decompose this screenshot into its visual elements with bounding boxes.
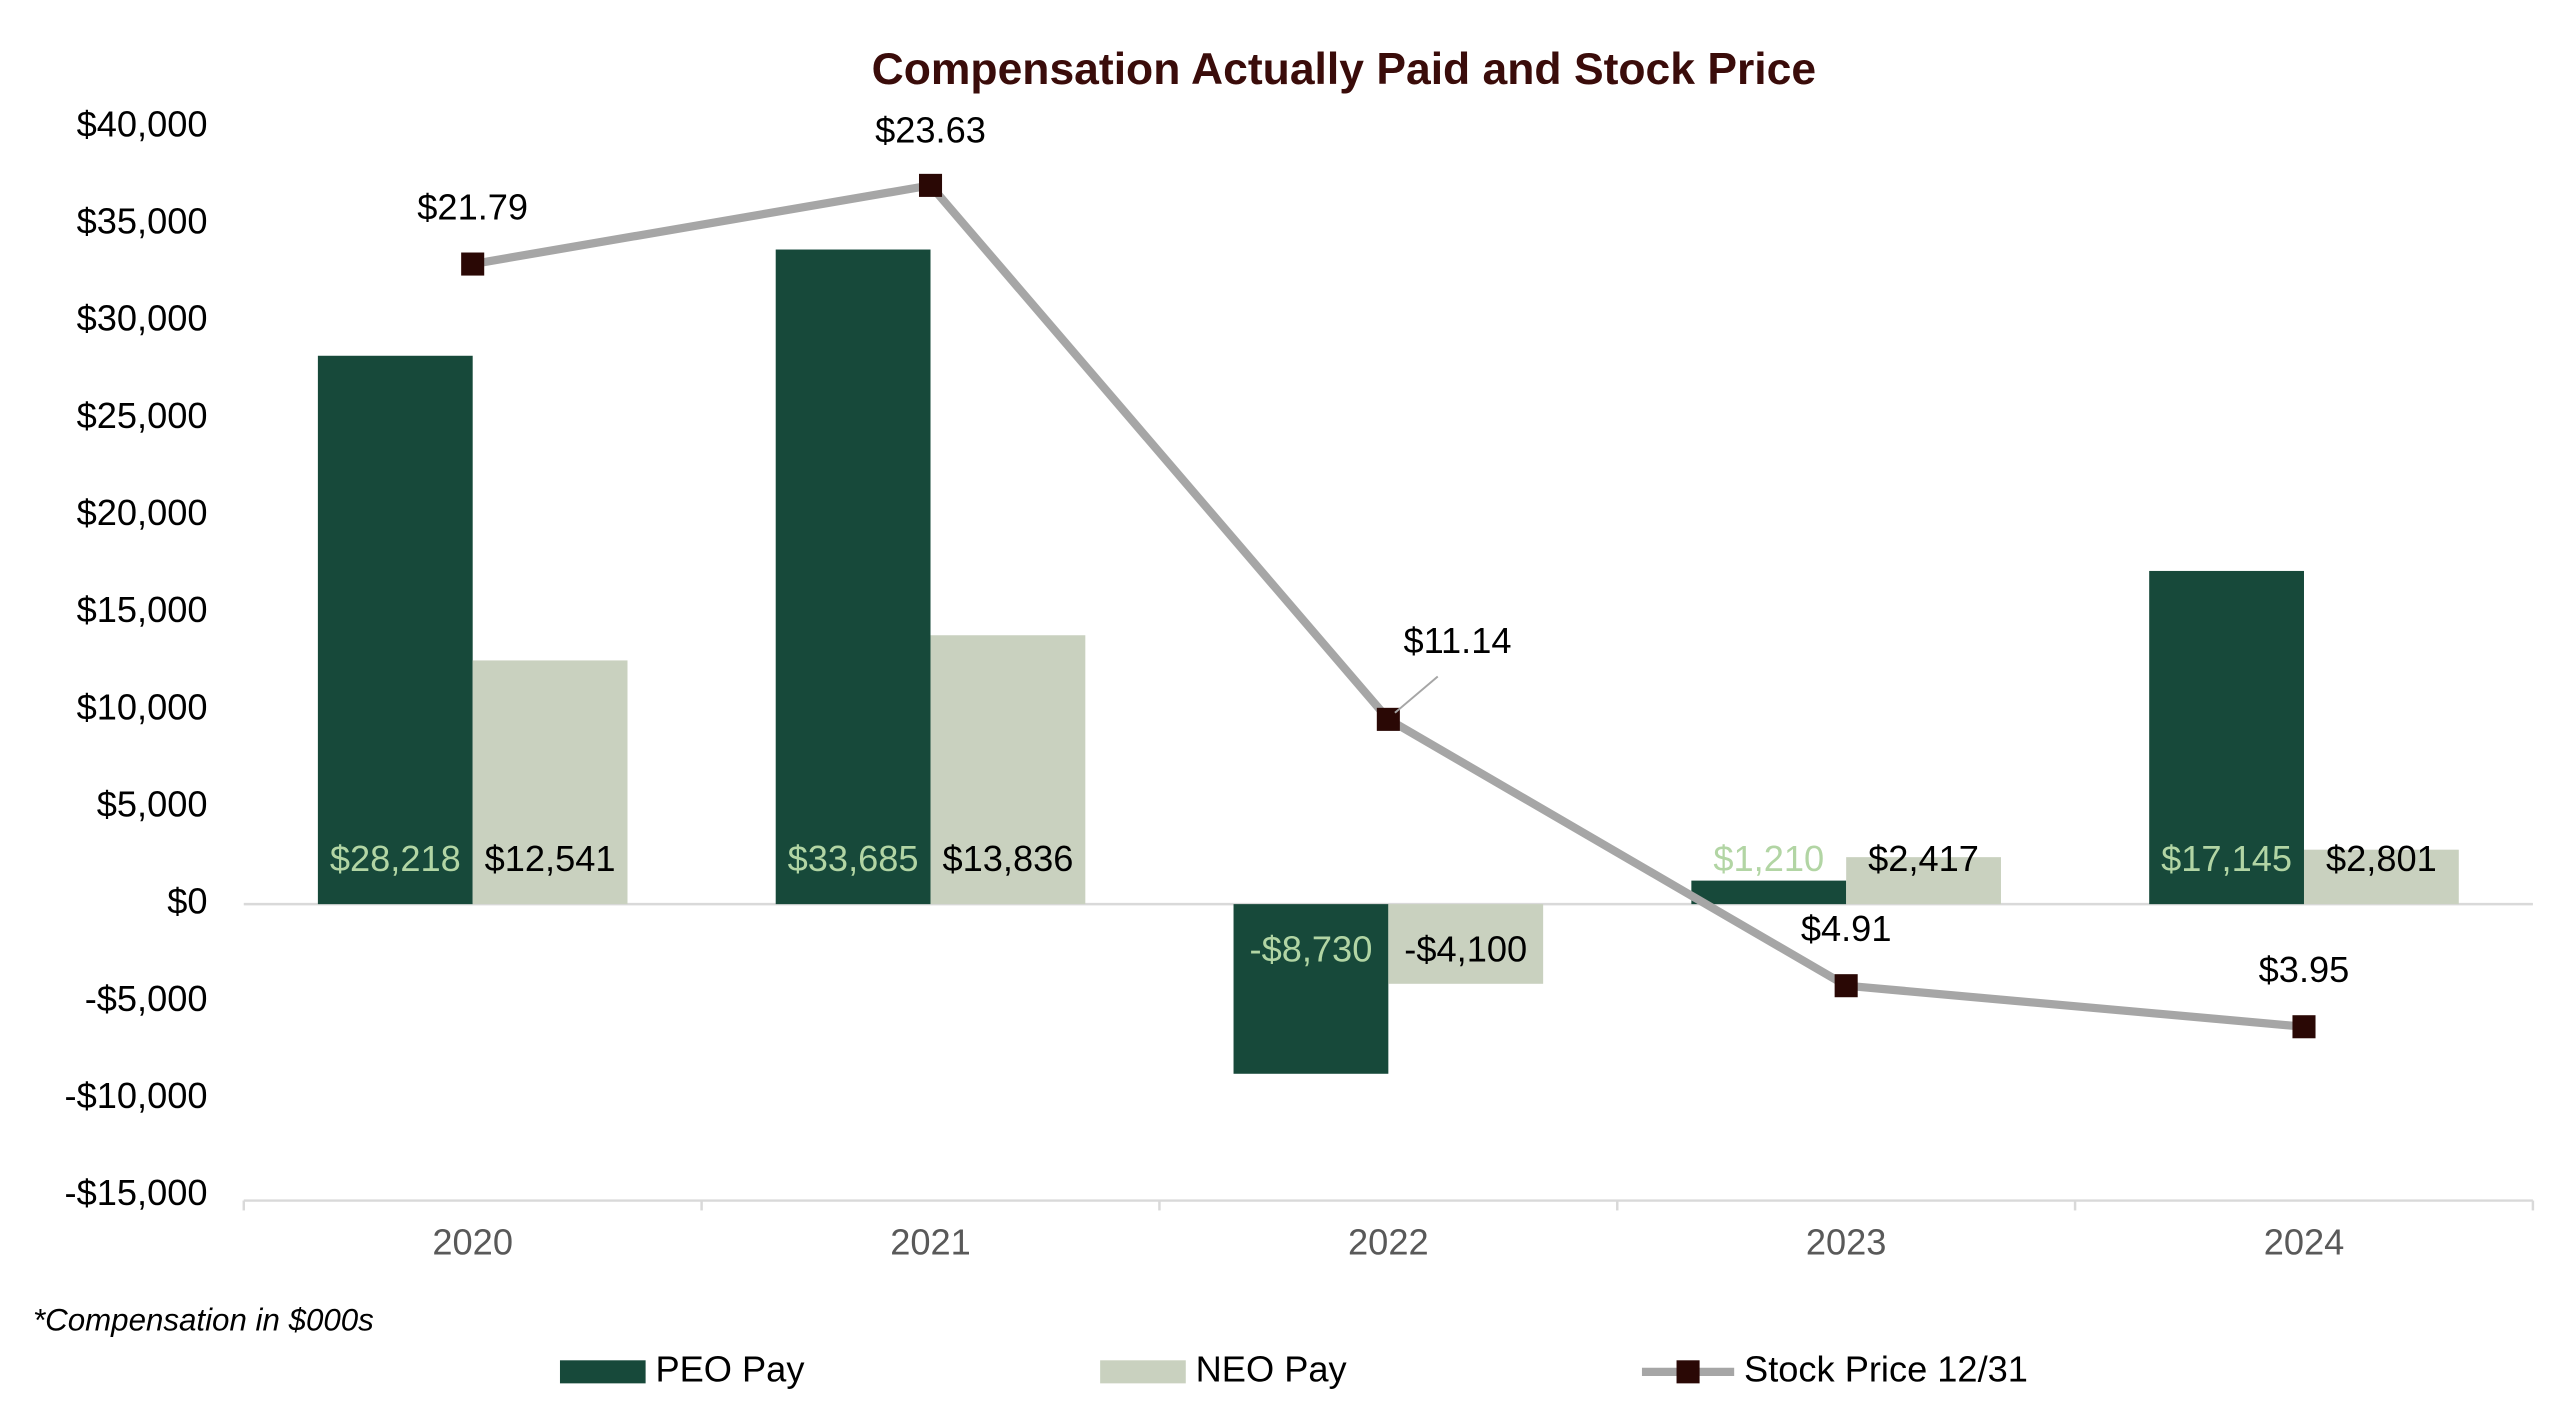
line-marker	[2292, 1015, 2316, 1039]
legend-label: NEO Pay	[1196, 1348, 1348, 1389]
bar	[1388, 904, 1544, 984]
y-tick-label: $30,000	[77, 298, 208, 339]
data-label: $2,417	[1868, 838, 1979, 879]
line	[471, 181, 2305, 1031]
x-tick-label: 2022	[1348, 1222, 1429, 1263]
y-tick-label: $40,000	[77, 103, 208, 144]
y-tick-label: $25,000	[77, 395, 208, 436]
bar	[317, 355, 473, 905]
data-label: $13,836	[942, 838, 1073, 879]
data-label: -$8,730	[1250, 928, 1373, 969]
y-tick-label: -$5,000	[85, 978, 208, 1019]
y-tick-label: $5,000	[97, 784, 208, 825]
y-tick-label: $0	[167, 881, 207, 922]
data-label: -$4,100	[1404, 928, 1527, 969]
bar	[1691, 880, 1847, 905]
legend-label: PEO Pay	[655, 1348, 805, 1389]
data-label: $2,801	[2326, 838, 2437, 879]
line-marker	[1834, 974, 1858, 998]
data-label: $1,210	[1713, 838, 1824, 879]
data-label: $28,218	[330, 838, 461, 879]
y-tick-label: -$15,000	[65, 1172, 208, 1213]
line-marker	[461, 252, 485, 276]
data-label: $17,145	[2161, 838, 2292, 879]
bar	[930, 635, 1086, 905]
data-label: $12,541	[485, 838, 616, 879]
x-tick-label: 2020	[432, 1222, 513, 1263]
data-label: $11.14	[1403, 620, 1511, 661]
bar	[775, 249, 931, 905]
x-tick-label: 2023	[1806, 1222, 1887, 1263]
y-tick-label: $35,000	[77, 201, 208, 242]
data-label: $21.79	[417, 186, 528, 227]
legend-label: Stock Price 12/31	[1744, 1348, 2028, 1389]
bar	[472, 660, 628, 905]
data-label: $23.63	[875, 109, 986, 150]
x-tick-label: 2021	[890, 1222, 971, 1263]
y-tick-label: $10,000	[77, 686, 208, 727]
line-marker	[1376, 707, 1400, 731]
bar	[2303, 849, 2459, 905]
data-label: $4.91	[1801, 908, 1892, 949]
line-marker	[918, 173, 943, 197]
x-tick-label: 2024	[2264, 1222, 2345, 1263]
leader-line	[1394, 675, 1439, 714]
y-tick-label: -$10,000	[65, 1075, 208, 1116]
bar	[1846, 857, 2001, 905]
y-tick-label: $15,000	[77, 589, 208, 630]
data-label: $3.95	[2259, 949, 2350, 990]
footnote: *Compensation in $000s	[33, 1303, 374, 1338]
y-tick-label: $20,000	[77, 492, 208, 533]
legend-swatch	[559, 1360, 646, 1384]
bar	[2149, 570, 2304, 905]
legend-swatch	[1100, 1360, 1186, 1384]
bar	[1233, 904, 1389, 1074]
chart-title: Compensation Actually Paid and Stock Pri…	[872, 45, 1816, 94]
data-label: $33,685	[788, 838, 919, 879]
legend-marker	[1676, 1360, 1700, 1384]
